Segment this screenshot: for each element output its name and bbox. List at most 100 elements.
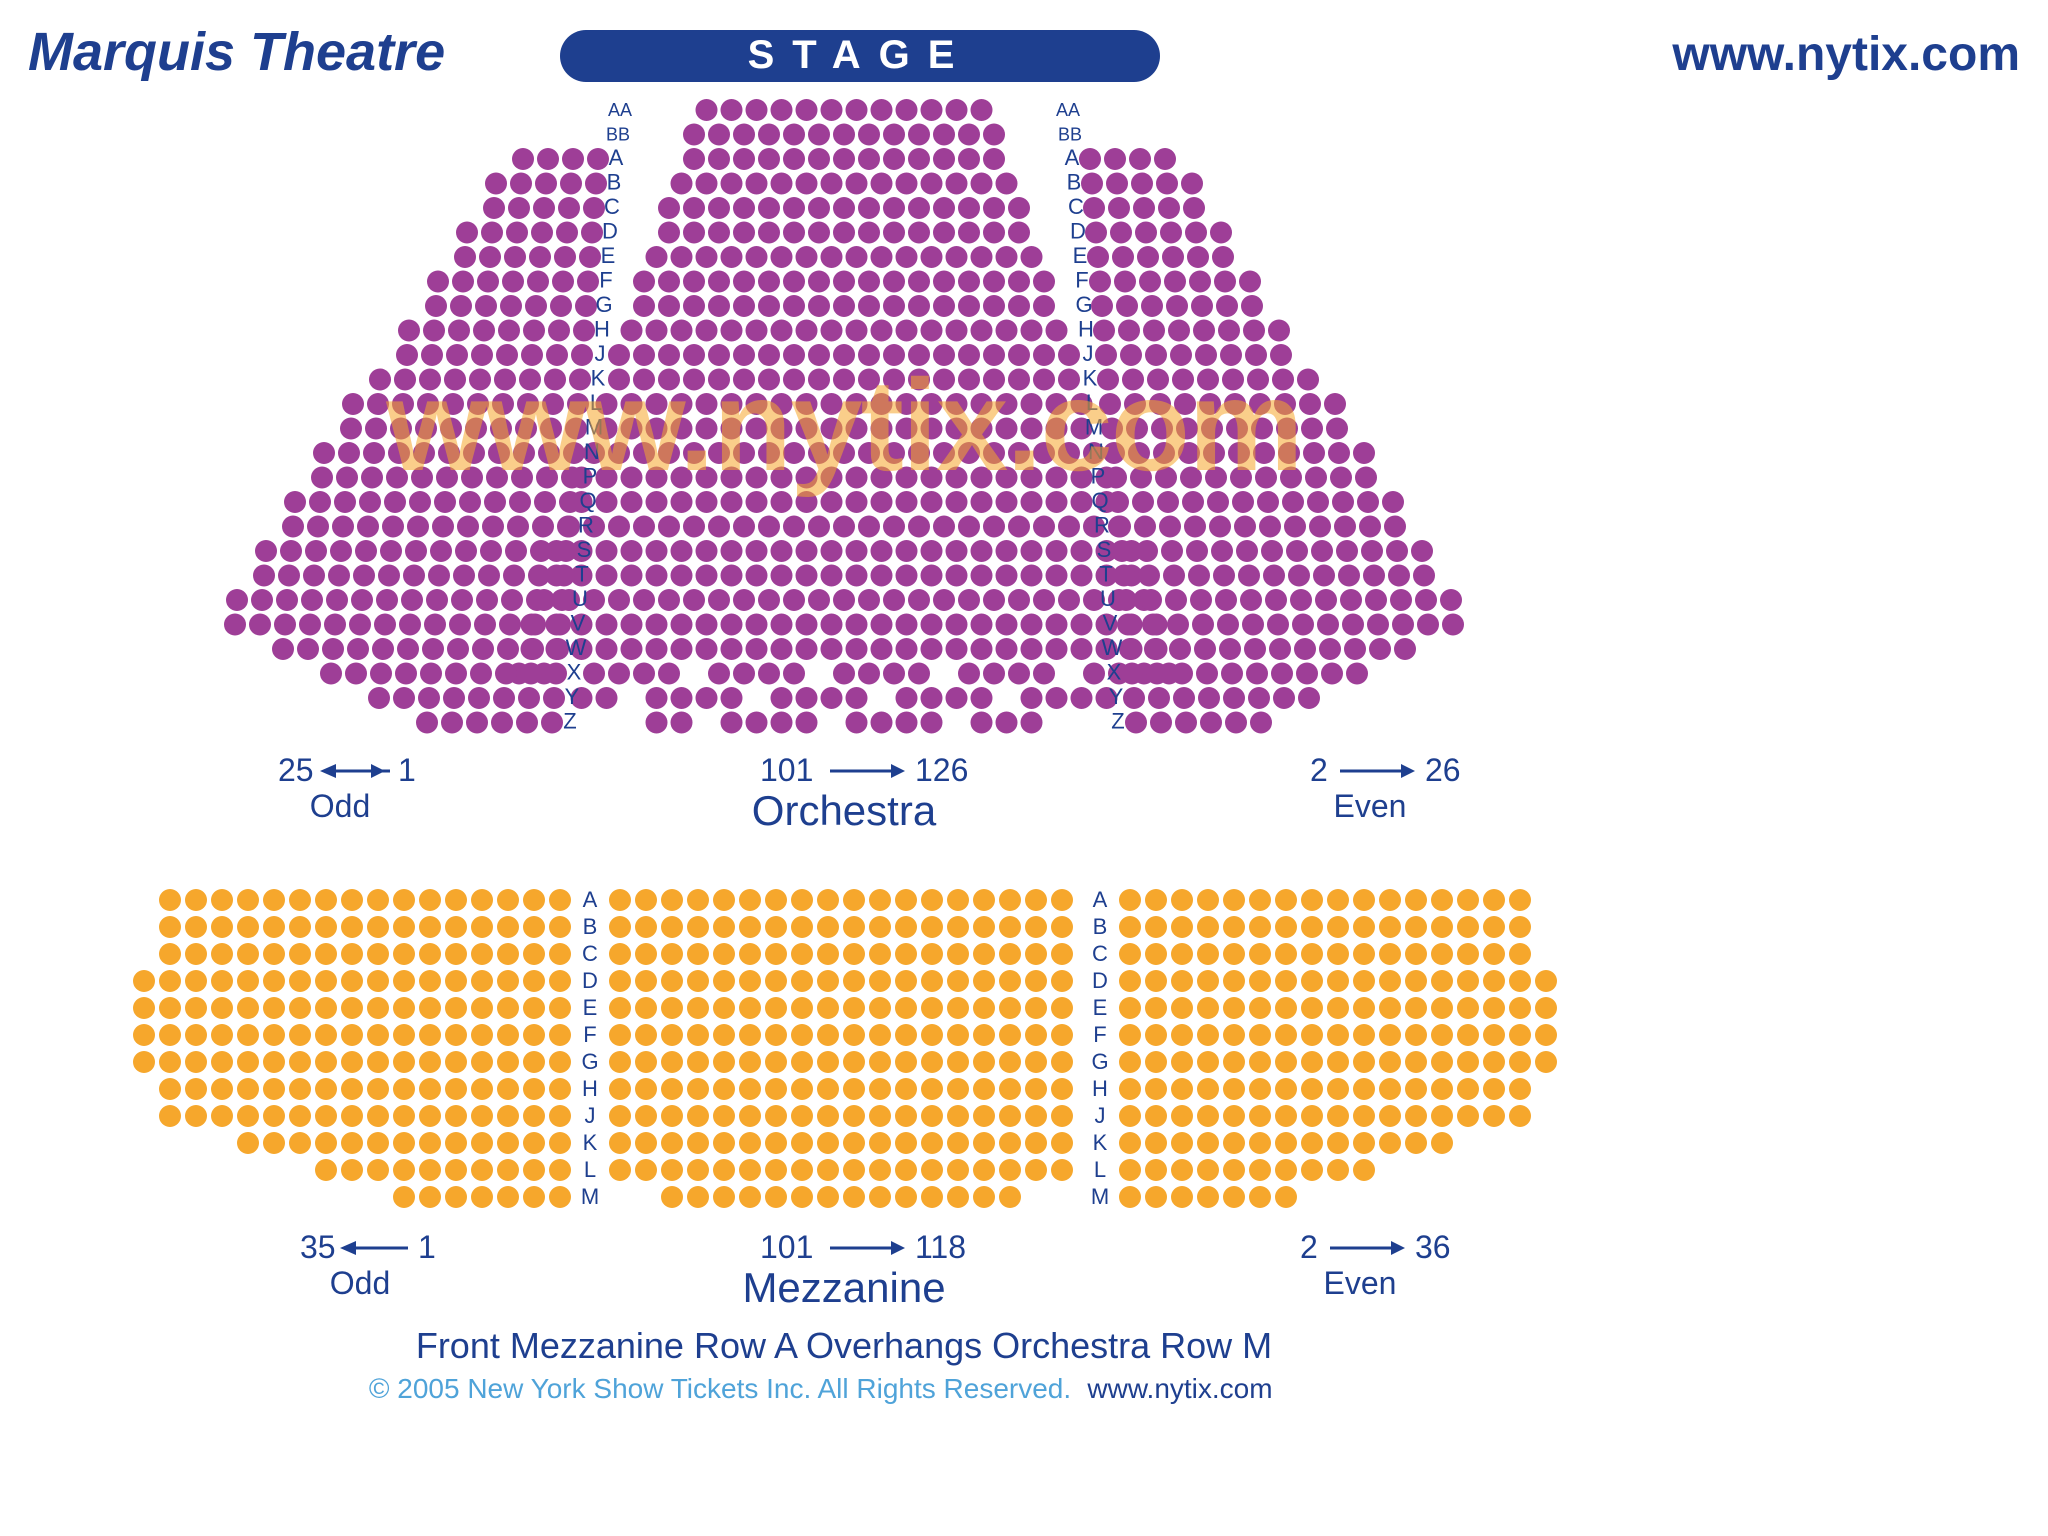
orchestra-seat <box>502 271 524 293</box>
orchestra-seat <box>512 148 534 170</box>
mezzanine-seat <box>1051 1132 1073 1154</box>
mezzanine-seat <box>609 1051 631 1073</box>
orchestra-seat <box>1353 442 1375 464</box>
mezzanine-seat <box>133 1051 155 1073</box>
orchestra-seat <box>846 712 868 734</box>
mezzanine-seat <box>445 1186 467 1208</box>
mezzanine-seat <box>713 1159 735 1181</box>
mezzanine-seat <box>1249 1132 1271 1154</box>
orchestra-seat <box>933 124 955 146</box>
mezzanine-seat <box>635 1132 657 1154</box>
mezzanine-seat <box>419 1186 441 1208</box>
orchestra-seat <box>342 393 364 415</box>
orchestra-seat <box>783 516 805 538</box>
mezzanine-seat <box>497 970 519 992</box>
mezz-right-to: 36 <box>1415 1229 1451 1265</box>
mezzanine-seat <box>289 889 311 911</box>
orchestra-seat <box>658 222 680 244</box>
orchestra-seat <box>921 687 943 709</box>
mezzanine-seat <box>523 916 545 938</box>
orchestra-seat <box>338 442 360 464</box>
orchestra-seat <box>537 148 559 170</box>
mezzanine-seat <box>1249 1186 1271 1208</box>
orchestra-seat <box>1091 295 1113 317</box>
orchestra-row-label: V <box>1103 611 1118 636</box>
orchestra-seat <box>1181 173 1203 195</box>
orchestra-seat <box>1021 687 1043 709</box>
orchestra-seat <box>921 99 943 121</box>
mezzanine-seat <box>211 916 233 938</box>
orchestra-seat <box>1268 320 1290 342</box>
mezzanine-seat <box>1145 916 1167 938</box>
mezzanine-seat <box>1119 997 1141 1019</box>
mezzanine-seat <box>1379 1132 1401 1154</box>
orchestra-seat <box>1330 467 1352 489</box>
mezzanine-seat <box>1051 943 1073 965</box>
mezzanine-seat <box>315 997 337 1019</box>
mezzanine-seat <box>1301 1024 1323 1046</box>
orchestra-seat <box>1326 418 1348 440</box>
orchestra-seat <box>472 638 494 660</box>
mezzanine-seat <box>1197 1051 1219 1073</box>
mezzanine-seat <box>869 1078 891 1100</box>
orchestra-seat <box>284 491 306 513</box>
mezzanine-seat <box>1223 1186 1245 1208</box>
orchestra-seat <box>280 540 302 562</box>
orchestra-seat <box>365 418 387 440</box>
mezzanine-seat <box>1483 916 1505 938</box>
mezzanine-seat <box>999 1132 1021 1154</box>
orchestra-seat <box>541 712 563 734</box>
mezzanine-seat <box>471 1051 493 1073</box>
orchestra-seat <box>1365 589 1387 611</box>
orchestra-seat <box>721 320 743 342</box>
mezzanine-seat <box>1483 1051 1505 1073</box>
orchestra-seat <box>1198 687 1220 709</box>
orchestra-seat <box>783 222 805 244</box>
orchestra-seat <box>671 320 693 342</box>
mezzanine-seat <box>445 997 467 1019</box>
mezzanine-seat <box>237 1024 259 1046</box>
mezzanine-seat <box>895 997 917 1019</box>
orchestra-seat <box>671 638 693 660</box>
orchestra-seat <box>324 614 346 636</box>
orchestra-seat <box>971 614 993 636</box>
orchestra-seat <box>683 516 705 538</box>
mezzanine-seat <box>1535 1051 1557 1073</box>
mezzanine-seat <box>341 1132 363 1154</box>
mezzanine-seat <box>687 916 709 938</box>
mezzanine-seat <box>869 1186 891 1208</box>
orchestra-seat <box>1189 271 1211 293</box>
orchestra-seat <box>432 516 454 538</box>
mezzanine-seat <box>1119 1024 1141 1046</box>
mezzanine-seat <box>315 1159 337 1181</box>
orchestra-seat <box>921 614 943 636</box>
orchestra-seat <box>996 712 1018 734</box>
mezzanine-seat <box>497 1051 519 1073</box>
mezzanine-seat <box>947 889 969 911</box>
orchestra-seat <box>708 222 730 244</box>
orchestra-seat <box>958 295 980 317</box>
mezzanine-seat <box>973 1078 995 1100</box>
orchestra-seat <box>846 540 868 562</box>
orchestra-seat <box>796 638 818 660</box>
mezzanine-seat <box>921 1078 943 1100</box>
mezz-row-label: C <box>1092 941 1108 966</box>
orchestra-seat <box>783 124 805 146</box>
orchestra-seat <box>958 271 980 293</box>
mezzanine-seat <box>1171 997 1193 1019</box>
orchestra-seat <box>871 99 893 121</box>
orchestra-seat <box>696 565 718 587</box>
mezzanine-seat <box>661 1024 683 1046</box>
orchestra-seat <box>1087 246 1109 268</box>
orchestra-seat <box>758 124 780 146</box>
orchestra-row-label: X <box>1107 660 1122 685</box>
orchestra-seat <box>1138 565 1160 587</box>
mezzanine-seat <box>1483 997 1505 1019</box>
mezzanine-seat <box>661 970 683 992</box>
orchestra-row-label: D <box>602 219 618 244</box>
orchestra-seat <box>382 516 404 538</box>
mezzanine-seat <box>765 1105 787 1127</box>
mezzanine-seat <box>1483 889 1505 911</box>
mezzanine-seat <box>185 970 207 992</box>
orchestra-seat <box>996 540 1018 562</box>
